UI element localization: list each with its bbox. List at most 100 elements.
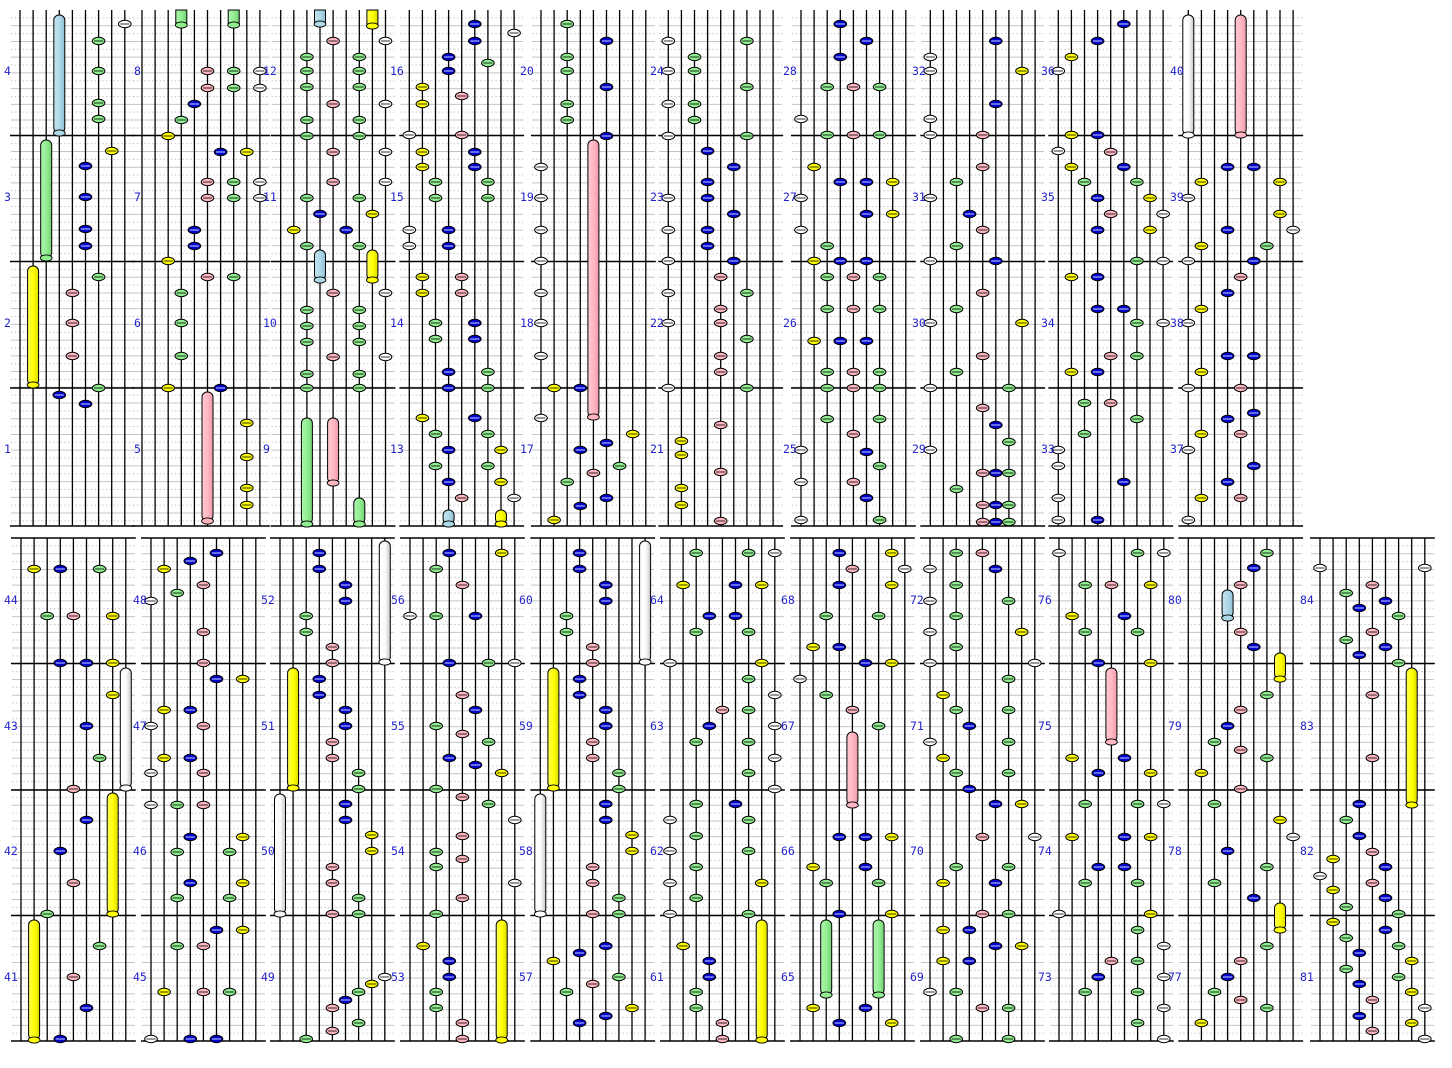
panel-label-78: 78 xyxy=(1168,844,1182,858)
panel-label-20: 20 xyxy=(520,64,534,78)
band-markers xyxy=(534,19,640,525)
panel-label-45: 45 xyxy=(133,970,147,984)
bar-end-cap xyxy=(378,658,392,666)
bar xyxy=(1105,667,1118,743)
panel-label-47: 47 xyxy=(133,719,147,733)
bar-end-cap xyxy=(174,21,188,29)
bar-end-cap xyxy=(638,658,652,666)
panel-label-11: 11 xyxy=(263,190,277,204)
bar-end-cap xyxy=(313,20,327,28)
bar xyxy=(327,417,340,484)
vertical-lines xyxy=(408,10,515,526)
panel-labels: 48 47 46 45 xyxy=(133,593,147,984)
panel-label-73: 73 xyxy=(1038,970,1052,984)
panel-label-1: 1 xyxy=(4,442,11,456)
band-markers xyxy=(794,19,900,525)
bar xyxy=(872,919,885,996)
panel-label-18: 18 xyxy=(520,316,534,330)
bar xyxy=(534,793,547,915)
chromosome-bars xyxy=(1221,589,1287,934)
panel-label-65: 65 xyxy=(781,970,795,984)
bar-end-cap xyxy=(819,991,833,999)
panel-label-50: 50 xyxy=(261,844,275,858)
chromosome-bars xyxy=(442,509,508,528)
panel-group-36-33: 36 35 34 33 xyxy=(1041,10,1174,527)
panel-label-25: 25 xyxy=(783,442,797,456)
bar xyxy=(40,139,53,259)
panel-group-24-21: 24 23 22 21 xyxy=(650,10,784,527)
panel-label-17: 17 xyxy=(520,442,534,456)
panel-label-16: 16 xyxy=(390,64,404,78)
panel-label-36: 36 xyxy=(1041,64,1055,78)
panel-group-12-9: 12 11 10 9 xyxy=(263,9,396,528)
panel-label-82: 82 xyxy=(1300,844,1314,858)
panel-labels: 72 71 70 69 xyxy=(910,593,924,984)
panel-group-84-81: 84 83 82 81 xyxy=(1300,537,1435,1044)
panel-label-68: 68 xyxy=(781,593,795,607)
panel-label-12: 12 xyxy=(263,64,277,78)
panel-labels: 84 83 82 81 xyxy=(1300,593,1314,984)
panel-group-56-53: 56 55 54 53 xyxy=(391,537,525,1044)
bar-end-cap xyxy=(352,520,366,528)
bar-end-cap xyxy=(1221,614,1234,622)
panel-label-57: 57 xyxy=(519,970,533,984)
panel-label-63: 63 xyxy=(650,719,664,733)
panel-labels: 32 31 30 29 xyxy=(912,64,926,456)
panel-label-21: 21 xyxy=(650,442,664,456)
panel-labels: 68 67 66 65 xyxy=(781,593,795,984)
bar-end-cap xyxy=(872,991,885,999)
panel-label-26: 26 xyxy=(783,316,797,330)
panel-label-6: 6 xyxy=(134,316,141,330)
panel-label-24: 24 xyxy=(650,64,664,78)
panel-label-51: 51 xyxy=(261,719,275,733)
bar-end-cap xyxy=(755,1036,769,1044)
bar xyxy=(314,249,326,281)
vertical-lines xyxy=(800,10,907,526)
chromosome-bars xyxy=(174,9,241,525)
panel-labels: 24 23 22 21 xyxy=(650,64,664,456)
panel-label-58: 58 xyxy=(519,844,533,858)
bar-end-cap xyxy=(494,520,508,528)
panel-label-46: 46 xyxy=(133,844,147,858)
bar xyxy=(547,667,560,789)
panel-label-33: 33 xyxy=(1041,442,1055,456)
panel-label-43: 43 xyxy=(4,719,18,733)
panel-labels: 44 43 42 41 xyxy=(4,593,18,984)
panel-labels: 20 19 18 17 xyxy=(520,64,534,456)
band-markers xyxy=(1313,563,1432,1044)
chromosome-bars xyxy=(819,731,885,999)
panel-group-20-17: 20 19 18 17 xyxy=(520,10,656,527)
panel-label-30: 30 xyxy=(912,316,926,330)
chromosome-bars xyxy=(27,667,133,1044)
bar-end-cap xyxy=(300,520,314,528)
bar-end-cap xyxy=(326,479,340,487)
panel-labels: 12 11 10 9 xyxy=(263,64,277,456)
panel-label-5: 5 xyxy=(134,442,141,456)
panel-labels: 40 39 38 37 xyxy=(1170,64,1184,456)
bar xyxy=(106,792,119,915)
panel-label-72: 72 xyxy=(910,593,924,607)
panel-label-32: 32 xyxy=(912,64,926,78)
panel-label-44: 44 xyxy=(4,593,18,607)
bar-end-cap xyxy=(442,520,455,528)
panel-label-56: 56 xyxy=(391,593,405,607)
bar xyxy=(755,919,768,1041)
panel-labels: 60 59 58 57 xyxy=(519,593,533,984)
bar-end-cap xyxy=(1234,131,1248,139)
panel-group-32-29: 32 31 30 29 xyxy=(912,10,1046,527)
panel-label-13: 13 xyxy=(390,442,404,456)
panel-group-44-41: 44 43 42 41 xyxy=(4,537,136,1044)
panel-group-72-69: 72 71 70 69 xyxy=(910,537,1045,1044)
panel-label-54: 54 xyxy=(391,844,405,858)
panel-label-62: 62 xyxy=(650,844,664,858)
bar-end-cap xyxy=(1405,801,1419,809)
bar-end-cap xyxy=(119,784,133,792)
bar xyxy=(287,667,300,789)
panel-label-79: 79 xyxy=(1168,719,1182,733)
panel-label-64: 64 xyxy=(650,593,664,607)
panel-frame-lines xyxy=(658,134,784,527)
bar xyxy=(1274,902,1286,931)
bar xyxy=(366,249,379,281)
bar xyxy=(53,14,66,134)
chromosome-bars xyxy=(26,14,66,389)
